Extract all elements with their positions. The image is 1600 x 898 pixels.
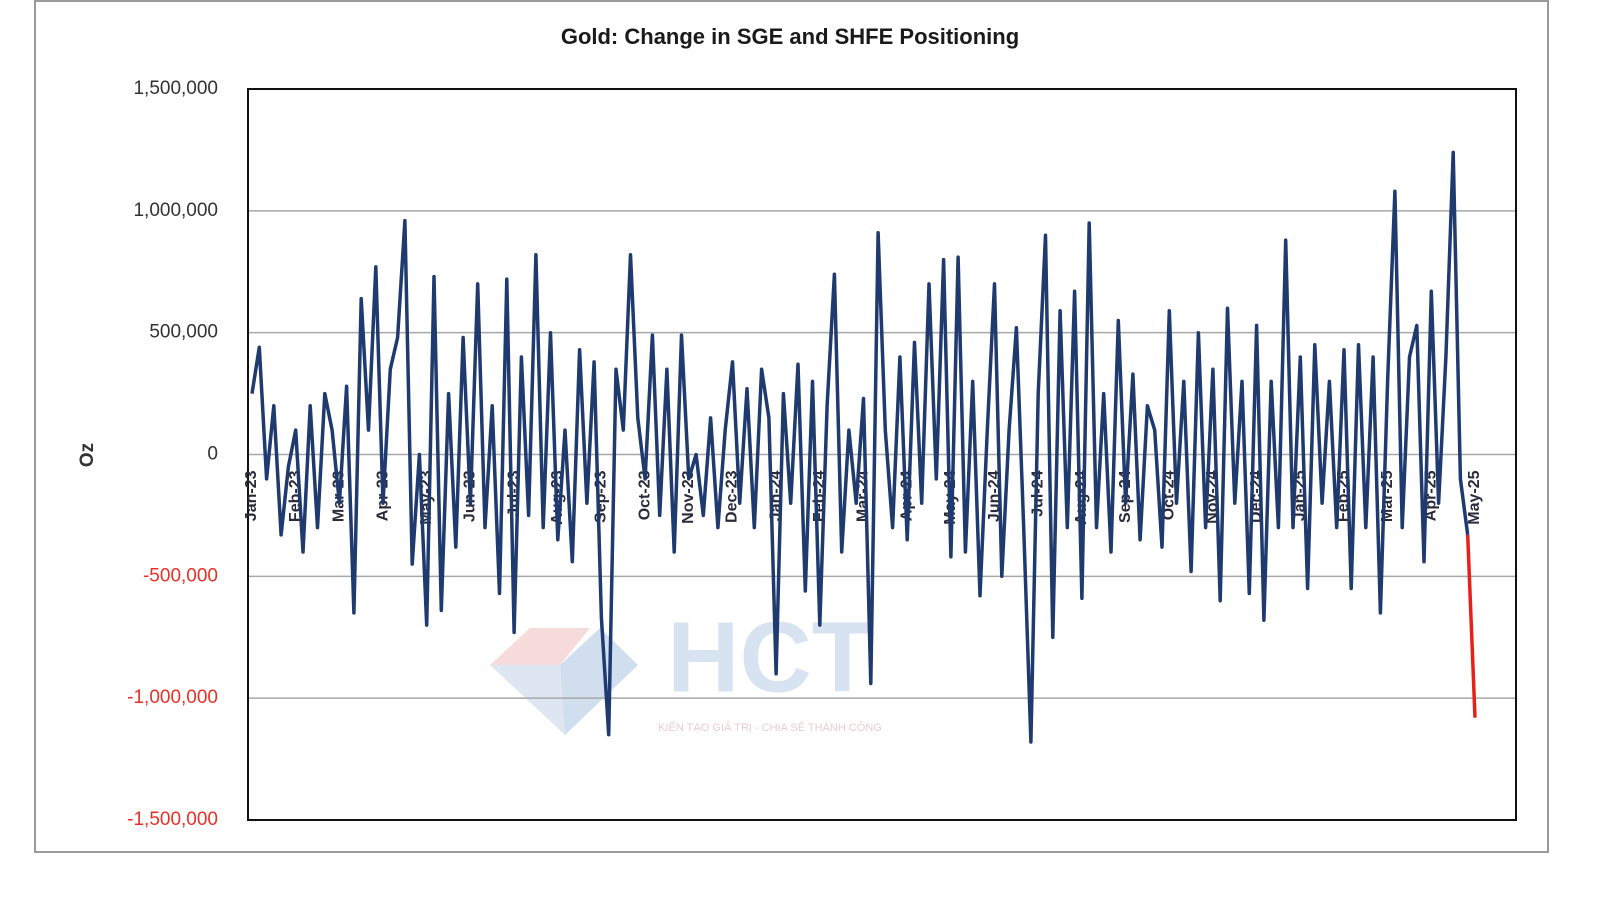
line-series [250, 150, 1470, 744]
x-tick-label: May-25 [1466, 470, 1483, 524]
x-tick-label: Dec-23 [724, 470, 741, 523]
watermark-shape [490, 628, 590, 665]
y-tick-label: -1,500,000 [127, 809, 218, 830]
watermark: HCT KIẾN TẠO GIÁ TRỊ - CHIA SẺ THÀNH CÔN… [490, 601, 882, 735]
x-tick-label: Mar-25 [1379, 470, 1396, 522]
line-series [1465, 534, 1477, 718]
x-tick-label: Jan-23 [243, 470, 260, 521]
x-tick-label: Nov-23 [680, 470, 697, 523]
plot-frame [247, 88, 1517, 821]
watermark-logo: HCT [667, 601, 873, 713]
watermark-tagline: KIẾN TẠO GIÁ TRỊ - CHIA SẺ THÀNH CÔNG [658, 721, 882, 734]
y-tick-label: -1,000,000 [127, 687, 218, 708]
chart-frame [34, 0, 1549, 853]
y-axis-label: Oz [77, 443, 98, 467]
y-tick-label: 500,000 [149, 322, 218, 343]
y-tick-label: 1,000,000 [133, 200, 218, 221]
x-tick-label: Sep-23 [593, 470, 610, 523]
x-tick-label: Jul-24 [1029, 470, 1046, 516]
x-tick-label: Oct-23 [636, 470, 653, 520]
watermark-shape [560, 628, 638, 735]
chart-title: Gold: Change in SGE and SHFE Positioning [561, 24, 1019, 49]
y-tick-label: 0 [207, 444, 218, 465]
watermark-shape [490, 665, 565, 735]
y-tick-label: -500,000 [143, 565, 218, 586]
y-tick-label: 1,500,000 [133, 78, 218, 99]
